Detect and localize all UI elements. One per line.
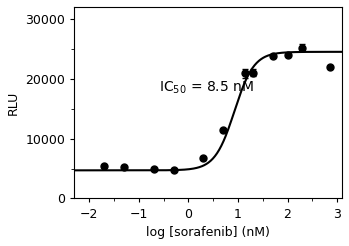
Text: IC$_{50}$ = 8.5 nM: IC$_{50}$ = 8.5 nM bbox=[159, 79, 254, 96]
X-axis label: log [sorafenib] (nM): log [sorafenib] (nM) bbox=[146, 226, 270, 239]
Y-axis label: RLU: RLU bbox=[7, 91, 20, 115]
